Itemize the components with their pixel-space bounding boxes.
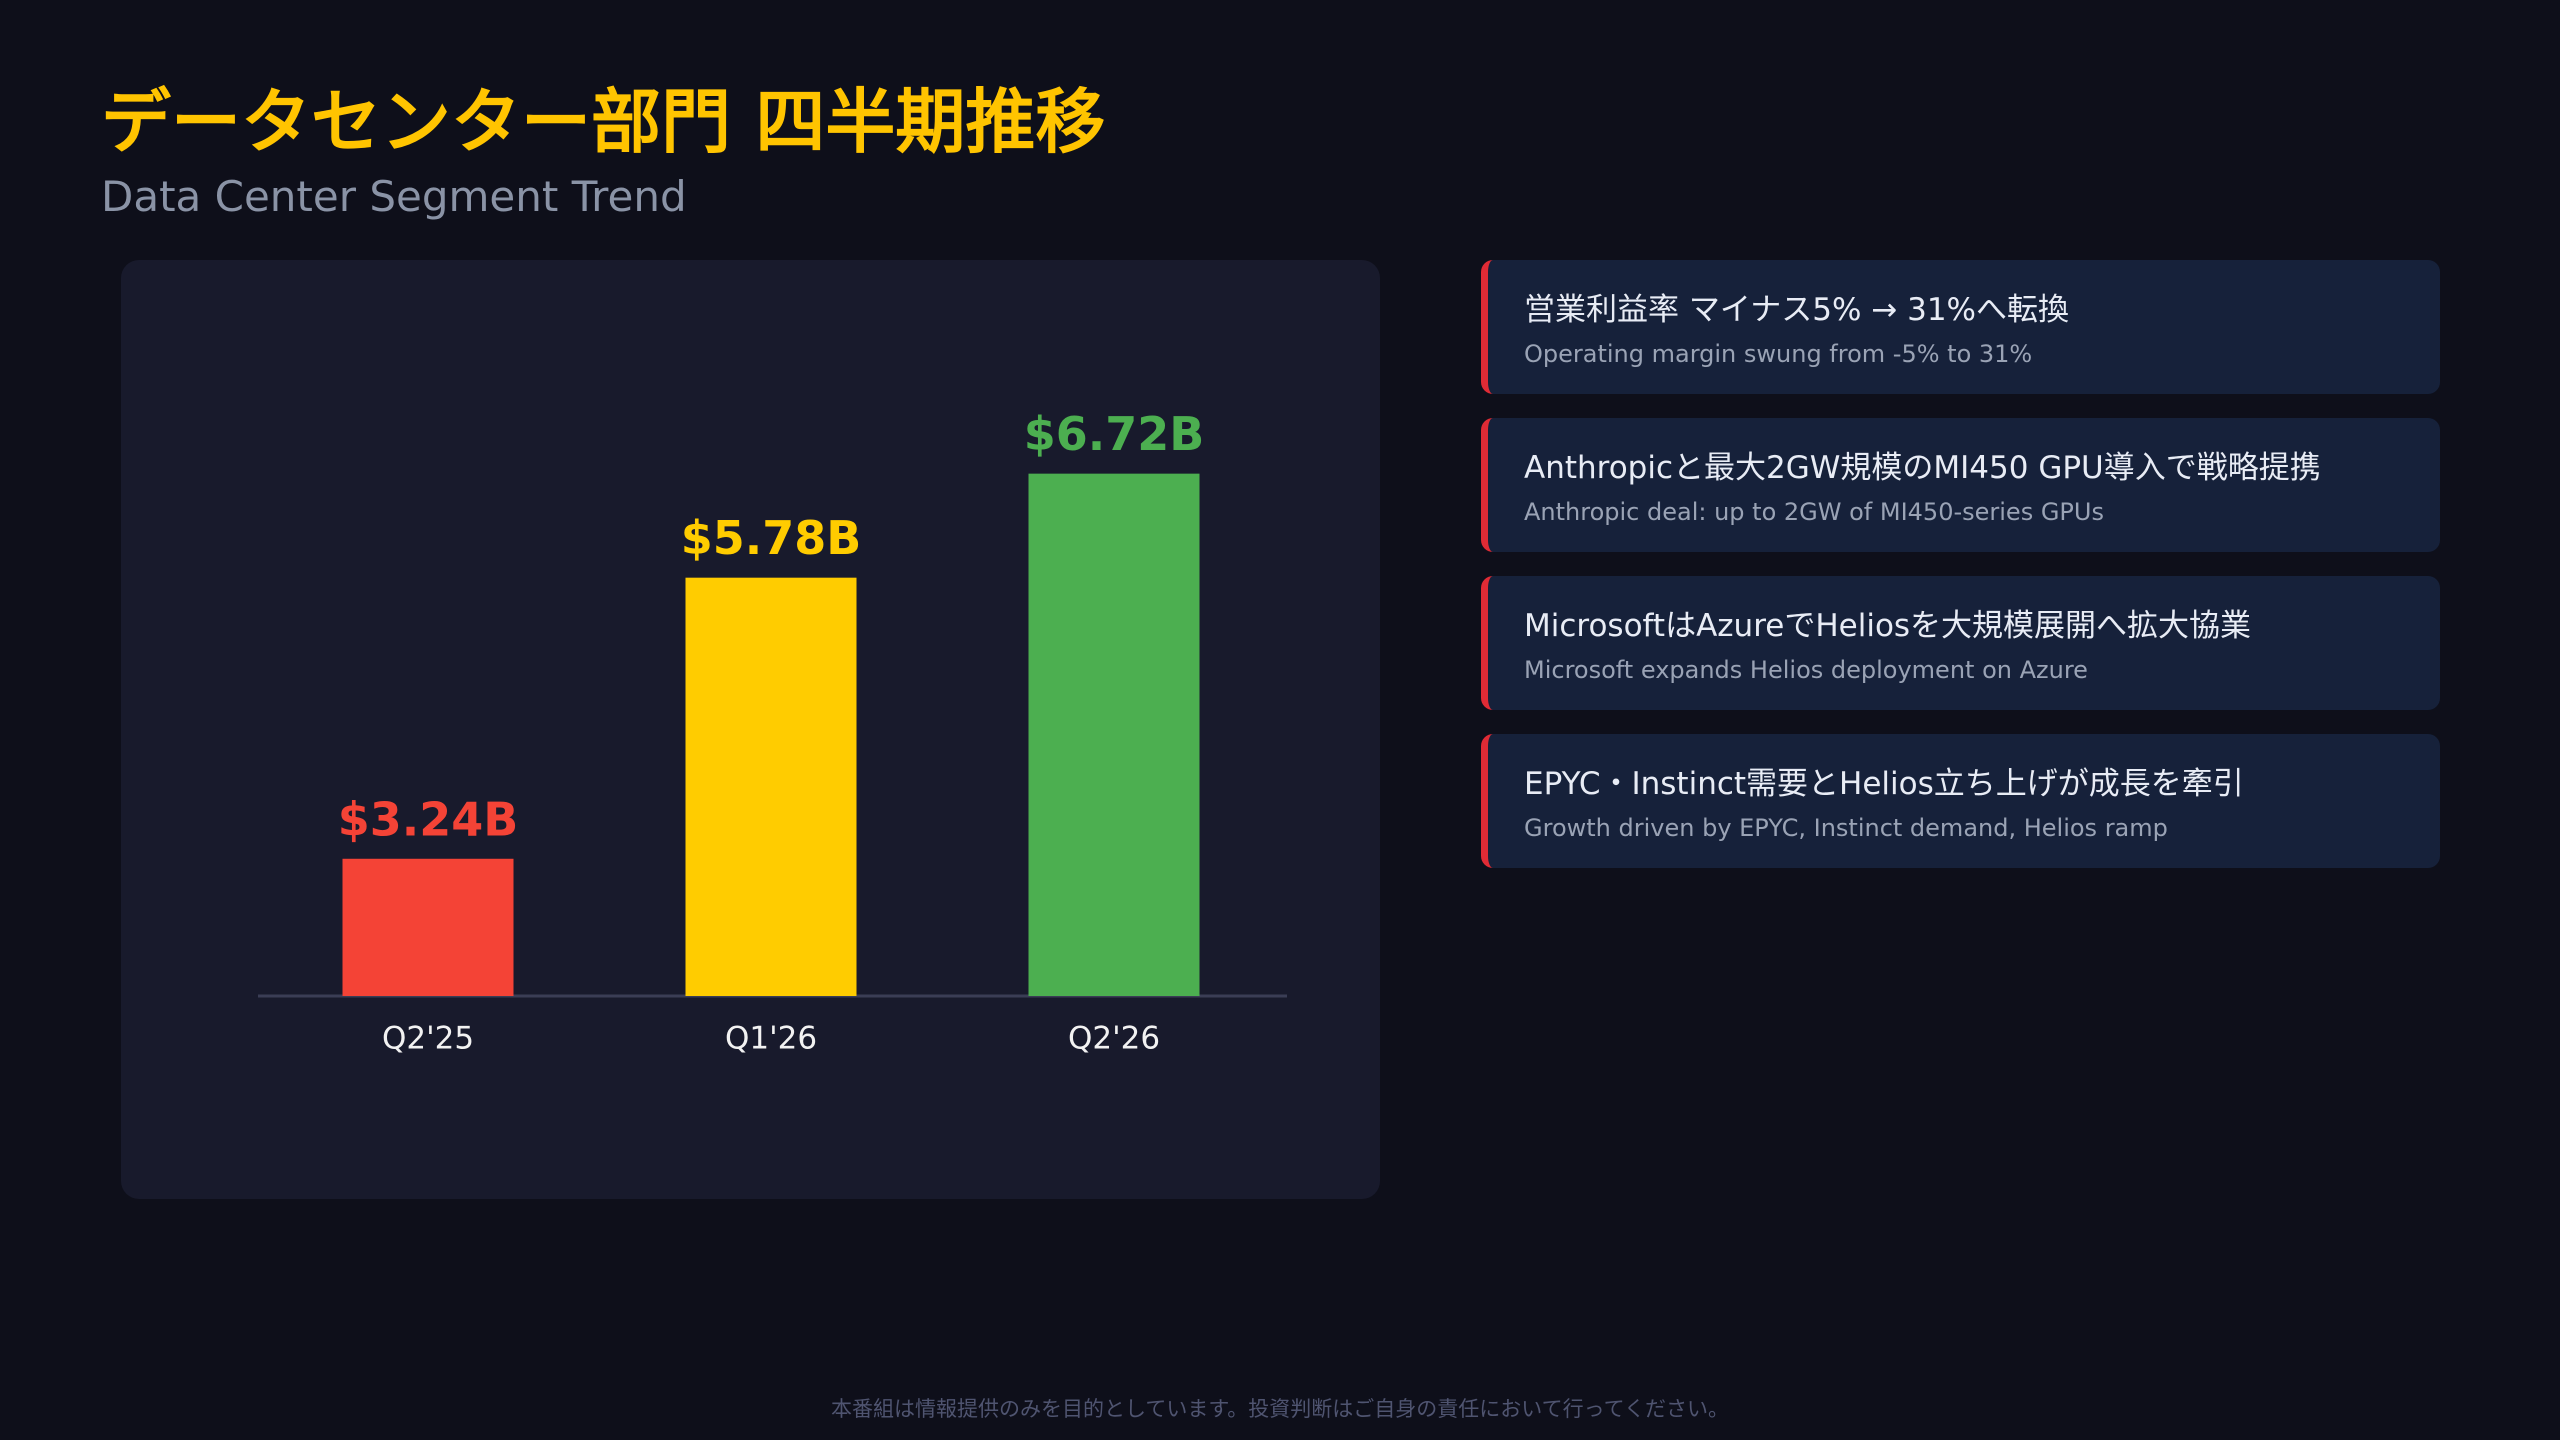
card-subtitle: Operating margin swung from -5% to 31% xyxy=(1524,340,2033,368)
card-list: 営業利益率 マイナス5% → 31%へ転換 Operating margin sw… xyxy=(1481,260,2440,892)
subtitle: Data Center Segment Trend xyxy=(101,172,687,221)
card-subtitle: Microsoft expands Helios deployment on A… xyxy=(1524,656,2088,684)
x-tick-label: Q1'26 xyxy=(725,1021,817,1057)
disclaimer: 本番組は情報提供のみを目的としています。投資判断はご自身の責任において行ってくだ… xyxy=(831,1397,1729,1421)
value-label: $6.72B xyxy=(1024,407,1205,461)
card-subtitle: Anthropic deal: up to 2GW of MI450-serie… xyxy=(1524,498,2104,526)
x-tick-label: Q2'26 xyxy=(1068,1021,1160,1057)
card: 営業利益率 マイナス5% → 31%へ転換 Operating margin sw… xyxy=(1481,260,2440,394)
bar xyxy=(1028,473,1200,996)
value-label: $3.24B xyxy=(338,792,519,846)
card-title: MicrosoftはAzureでHeliosを大規模展開へ拡大協業 xyxy=(1524,608,2252,644)
card-title: Anthropicと最大2GW規模のMI450 GPU導入で戦略提携 xyxy=(1524,450,2321,486)
bar xyxy=(342,858,514,996)
x-tick-label: Q2'25 xyxy=(382,1021,474,1057)
card: Anthropicと最大2GW規模のMI450 GPU導入で戦略提携 Anthro… xyxy=(1481,418,2440,552)
bar xyxy=(685,577,857,996)
card-subtitle: Growth driven by EPYC, Instinct demand, … xyxy=(1524,814,2168,842)
title: データセンター部門 四半期推移 xyxy=(101,81,1106,163)
value-label: $5.78B xyxy=(681,511,862,565)
card-title: EPYC・Instinct需要とHelios立ち上げが成長を牽引 xyxy=(1524,766,2244,802)
card: MicrosoftはAzureでHeliosを大規模展開へ拡大協業 Microso… xyxy=(1481,576,2440,710)
card: EPYC・Instinct需要とHelios立ち上げが成長を牽引 Growth d… xyxy=(1481,734,2440,868)
card-title: 営業利益率 マイナス5% → 31%へ転換 xyxy=(1524,292,2069,328)
